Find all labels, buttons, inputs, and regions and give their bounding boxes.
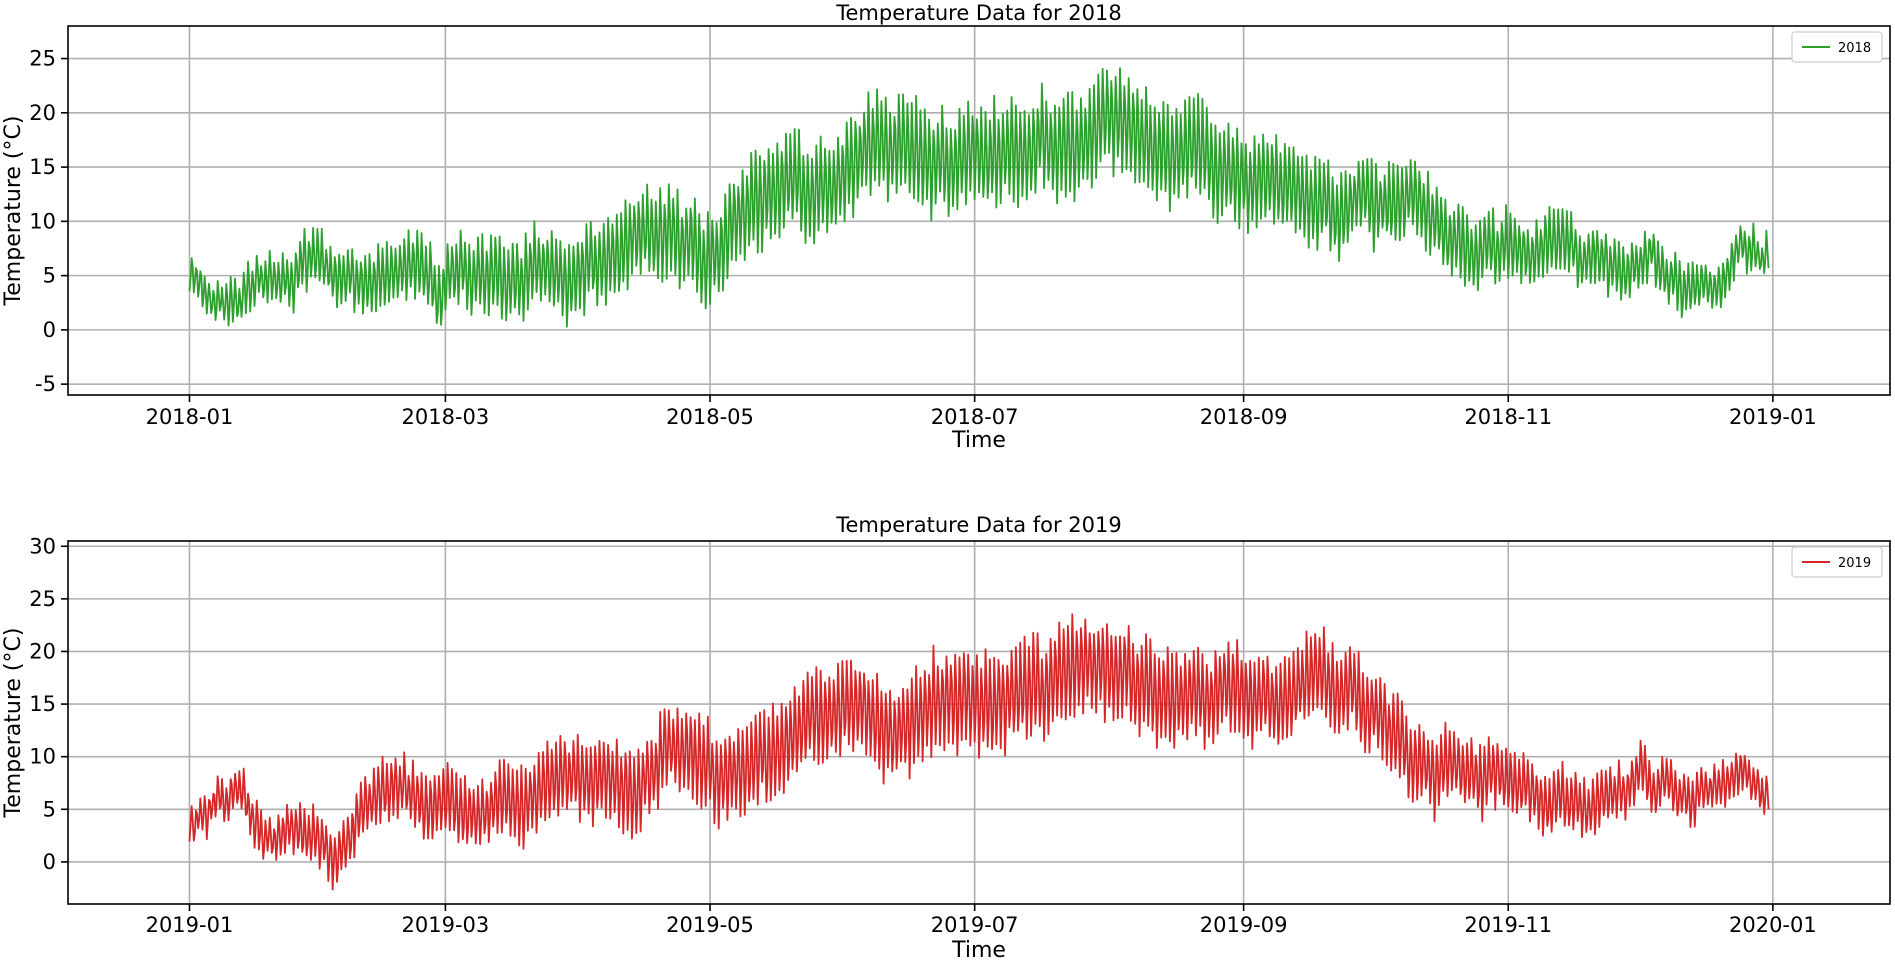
y-tick-label: -5 bbox=[35, 372, 56, 396]
x-axis-label: Time bbox=[951, 938, 1006, 960]
x-axis-label: Time bbox=[951, 428, 1006, 453]
legend-box bbox=[1791, 546, 1883, 578]
chart-title: Temperature Data for 2019 bbox=[835, 513, 1122, 537]
y-axis-label: Temperature (°C) bbox=[1, 116, 26, 307]
y-tick-label: 15 bbox=[29, 692, 56, 716]
x-tick-label: 2018-05 bbox=[666, 405, 754, 429]
y-tick-label: 25 bbox=[29, 47, 56, 71]
chart-2019: 0 5 10 15 20 25 30 2019-01 2019-03 2019-05 2019-07… bbox=[1, 513, 1891, 960]
x-tick-label: 2018-07 bbox=[931, 405, 1019, 429]
y-tick-label: 5 bbox=[43, 264, 56, 288]
legend: 2019 bbox=[1791, 546, 1883, 578]
x-tick-label: 2019-05 bbox=[666, 913, 754, 937]
legend-box bbox=[1791, 31, 1883, 63]
y-tick-label: 20 bbox=[29, 639, 56, 663]
y-tick-label: 10 bbox=[29, 209, 56, 233]
series-line-2018 bbox=[188, 67, 1770, 328]
y-tick-label: 15 bbox=[29, 155, 56, 179]
y-tick-label: 5 bbox=[43, 797, 56, 821]
x-tick-label: 2019-09 bbox=[1200, 913, 1288, 937]
x-tick-label: 2018-11 bbox=[1464, 405, 1552, 429]
y-tick-label: 30 bbox=[29, 534, 56, 558]
y-axis-label: Temperature (°C) bbox=[1, 628, 26, 819]
series-line-2019 bbox=[188, 613, 1770, 891]
y-tick-label: 25 bbox=[29, 587, 56, 611]
axes-frame bbox=[67, 25, 1891, 396]
x-tick-label: 2019-03 bbox=[402, 913, 490, 937]
y-tick-label: 20 bbox=[29, 101, 56, 125]
x-tick-label: 2019-01 bbox=[1729, 405, 1817, 429]
chart-title: Temperature Data for 2018 bbox=[835, 1, 1122, 25]
legend-label: 2019 bbox=[1838, 556, 1871, 571]
x-tick-label: 2019-01 bbox=[146, 913, 234, 937]
x-tick-label: 2020-01 bbox=[1729, 913, 1817, 937]
x-tick-label: 2019-07 bbox=[931, 913, 1019, 937]
chart-2018: -5 0 5 10 15 20 25 2018-01 2018-03 2018-05 2018-07… bbox=[1, 1, 1891, 453]
legend-label: 2018 bbox=[1838, 41, 1871, 56]
x-tick-label: 2018-03 bbox=[402, 405, 490, 429]
x-tick-label: 2018-09 bbox=[1200, 405, 1288, 429]
x-tick-label: 2018-01 bbox=[146, 405, 234, 429]
y-tick-label: 0 bbox=[43, 850, 56, 874]
legend: 2018 bbox=[1791, 31, 1883, 63]
x-tick-label: 2019-11 bbox=[1464, 913, 1552, 937]
axes-frame bbox=[67, 540, 1891, 905]
y-tick-label: 10 bbox=[29, 745, 56, 769]
y-tick-label: 0 bbox=[43, 318, 56, 342]
